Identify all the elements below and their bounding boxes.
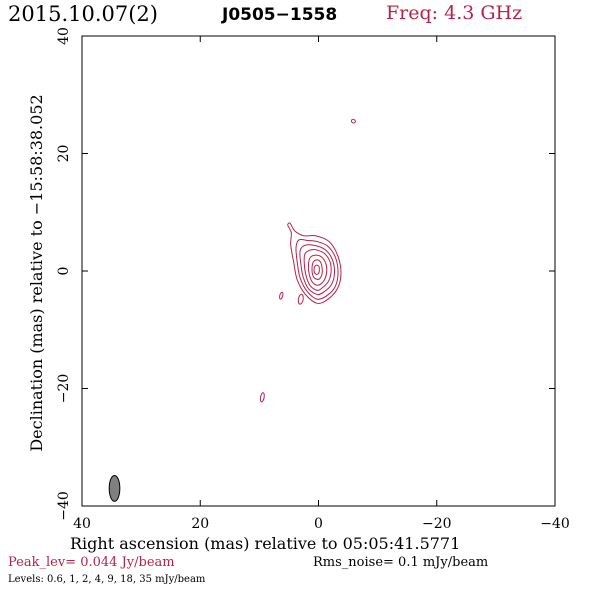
x-tick-label-2: 0	[314, 516, 323, 532]
y-tick-label-4: 40	[56, 27, 72, 45]
y-tick-labels: −40 −20 0 20 40	[56, 27, 72, 521]
y-tick-label-0: −40	[56, 491, 72, 521]
contour-level-0	[287, 222, 342, 304]
secondary-features	[259, 118, 356, 403]
y-axis-label: Declination (mas) relative to −15:58:38.…	[27, 94, 46, 451]
observation-date: 2015.10.07(2)	[8, 2, 158, 26]
beam-ellipse-group	[108, 474, 121, 502]
y-tick-label-2: 0	[56, 267, 72, 276]
contour-level-2	[299, 244, 335, 296]
frequency-label: Freq: 4.3 GHz	[386, 2, 523, 24]
contour-level-4	[307, 254, 328, 286]
beam-ellipse	[108, 474, 121, 502]
axis-ticks	[81, 35, 556, 507]
source-name: J0505−1558	[222, 5, 338, 25]
plot-frame	[81, 35, 556, 507]
contour-level-1	[295, 238, 339, 300]
rms-label: Rms_noise=	[313, 555, 394, 570]
rms-value: 0.1 mJy/beam	[398, 555, 489, 570]
feature-contour-2	[297, 293, 304, 305]
x-tick-label-0: 40	[73, 516, 91, 532]
contour-level-3	[303, 249, 332, 291]
contour-levels: Levels: 0.6, 1, 2, 4, 9, 18, 35 mJy/beam	[8, 574, 205, 585]
y-tick-label-1: −20	[56, 374, 72, 404]
peak-label: Peak_lev=	[8, 555, 77, 570]
levels-label: Levels:	[8, 574, 44, 585]
y-tick-label-3: 20	[56, 145, 72, 163]
rms-noise: Rms_noise= 0.1 mJy/beam	[313, 555, 488, 570]
feature-contour-1	[279, 291, 284, 300]
feature-contour-3	[259, 392, 265, 403]
x-tick-label-1: 20	[191, 516, 209, 532]
contour-level-6	[313, 264, 320, 276]
core-contours	[287, 222, 342, 304]
peak-level: Peak_lev= 0.044 Jy/beam	[8, 555, 175, 570]
x-axis-label: Right ascension (mas) relative to 05:05:…	[70, 534, 461, 553]
contour-level-5	[311, 259, 323, 280]
x-tick-label-3: −20	[422, 516, 452, 532]
peak-value: 0.044 Jy/beam	[80, 555, 175, 570]
x-tick-label-4: −40	[540, 516, 570, 532]
feature-contour-0	[350, 118, 356, 124]
levels-values: 0.6, 1, 2, 4, 9, 18, 35 mJy/beam	[47, 574, 206, 585]
x-tick-labels: 40 20 0 −20 −40	[73, 516, 570, 532]
